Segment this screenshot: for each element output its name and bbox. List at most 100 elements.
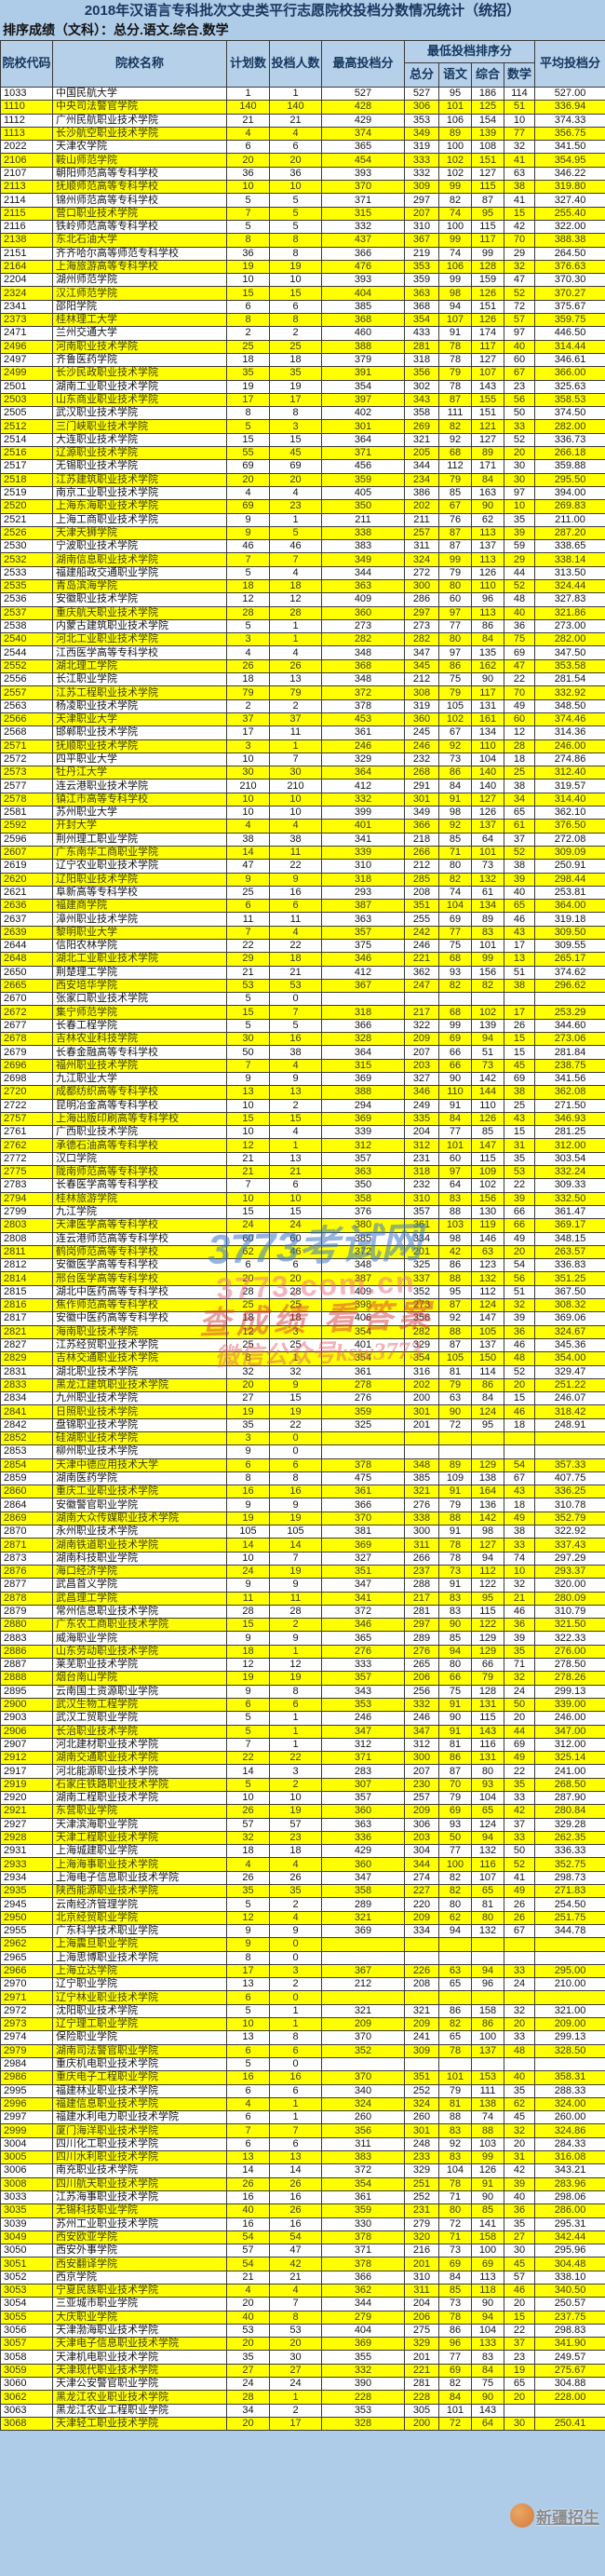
cell-name: 四川航天职业技术学院	[52, 2176, 227, 2191]
cell-total: 231	[404, 2203, 439, 2218]
cell-math	[503, 1444, 536, 1459]
table-row: 1110 中央司法警官学院 140 140 428 306 101 125 51 336.94	[0, 100, 605, 115]
table-row: 2831 湖北职业技术学院 32 32 361 316 81 114 52 329.47	[0, 1364, 605, 1379]
cell-code: 2696	[0, 1058, 53, 1073]
cell-code: 2906	[0, 1724, 53, 1739]
cell-comprehensive: 91	[471, 2176, 504, 2191]
cell-total: 255	[404, 912, 439, 927]
cell-cast: 1	[269, 2390, 322, 2405]
cell-plan: 21	[226, 113, 270, 128]
cell-max: 333	[321, 1658, 405, 1673]
cell-comprehensive: 96	[471, 1977, 504, 1992]
cell-code: 3008	[0, 2176, 53, 2191]
table-row: 2996 福建信息职业技术学院 4 1 324 324 81 138 62 324.00	[0, 2096, 605, 2112]
cell-math: 12	[503, 725, 536, 740]
cell-plan: 16	[226, 1485, 270, 1499]
corner-watermark-text: 新疆招生	[536, 2508, 599, 2527]
table-row: 2535 青岛滨海学院 18 18 363 300 80 110 52 324.44	[0, 578, 605, 594]
cell-math: 48	[503, 2043, 536, 2058]
table-row: 2986 重庆电子工程职业学院 16 16 370 351 101 153 40 358.31	[0, 2070, 605, 2085]
cell-cast: 8	[269, 2310, 322, 2325]
table-row: 2521 上海工商职业技术学院 9 1 211 211 76 62 35 211.00	[0, 512, 605, 527]
cell-code: 2592	[0, 819, 53, 834]
cell-avg: 309.33	[534, 1178, 605, 1193]
cell-chinese: 92	[438, 2136, 472, 2152]
cell-comprehensive: 139	[471, 1018, 504, 1034]
cell-name: 九江职业大学	[52, 1071, 227, 1087]
cell-comprehensive: 115	[471, 1711, 504, 1726]
cell-chinese: 78	[438, 2310, 472, 2325]
cell-name: 邵阳学院	[52, 299, 227, 315]
cell-max: 347	[321, 1724, 405, 1739]
cell-avg: 321.50	[534, 1618, 605, 1633]
cell-chinese	[438, 1937, 472, 1952]
cell-math: 33	[503, 419, 536, 434]
cell-code: 2678	[0, 1032, 53, 1047]
cell-math: 17	[503, 938, 536, 954]
cell-plan: 69	[226, 499, 270, 514]
cell-chinese: 68	[438, 952, 472, 967]
cell-code: 2794	[0, 1191, 53, 1206]
cell-avg: 342.44	[534, 2230, 605, 2245]
cell-code: 2471	[0, 326, 53, 341]
cell-chinese: 83	[438, 1191, 472, 1206]
cell-cast: 9	[269, 1578, 322, 1593]
table-row: 2722 昆明冶金高等专科学校 10 2 294 249 91 110 25 271.50	[0, 1098, 605, 1113]
cell-plan: 4	[226, 819, 270, 834]
cell-comprehensive: 75	[471, 2377, 504, 2392]
cell-code: 2900	[0, 1697, 53, 1713]
cell-code: 2860	[0, 1485, 53, 1499]
cell-plan: 20	[226, 153, 270, 168]
table-row: 2950 北京经贸职业学院 12 4 321 209 62 80 26 251.75	[0, 1910, 605, 1925]
cell-code: 2537	[0, 605, 53, 620]
table-row: 3050 西安外事学院 57 47 371 216 73 100 30 295.96	[0, 2244, 605, 2258]
cell-chinese: 94	[438, 299, 472, 315]
cell-cast: 53	[269, 978, 322, 994]
cell-comprehensive: 126	[471, 313, 504, 328]
cell-code: 2834	[0, 1391, 53, 1406]
cell-comprehensive: 124	[471, 1298, 504, 1313]
table-row: 3051 西安翻译学院 54 42 378 201 69 69 45 304.48	[0, 2257, 605, 2271]
cell-plan: 19	[226, 1404, 270, 1419]
cell-plan: 30	[226, 766, 270, 780]
table-row: 2678 吉林农业科技学院 30 16 328 209 69 94 15 273.06	[0, 1032, 605, 1047]
cell-math	[503, 1950, 536, 1965]
cell-total: 257	[404, 1790, 439, 1806]
cell-avg: 209.00	[534, 2017, 605, 2032]
cell-cast: 20	[269, 1271, 322, 1286]
cell-chinese: 75	[438, 938, 472, 954]
cell-math: 15	[503, 1125, 536, 1140]
cell-code: 3004	[0, 2136, 53, 2152]
cell-plan: 3	[226, 632, 270, 647]
cell-chinese: 73	[438, 752, 472, 767]
cell-math	[503, 1430, 536, 1446]
cell-max: 357	[321, 1671, 405, 1686]
cell-avg: 278.26	[534, 1671, 605, 1686]
cell-comprehensive: 113	[471, 552, 504, 567]
cell-math: 38	[503, 1525, 536, 1539]
cell-chinese: 64	[438, 1178, 472, 1193]
cell-total: 318	[404, 1165, 439, 1180]
cell-code: 2552	[0, 658, 53, 674]
cell-chinese: 91	[438, 792, 472, 807]
table-row: 2519 南京工业职业技术学院 4 4 405 386 85 163 97 394.00	[0, 485, 605, 501]
cell-chinese: 67	[438, 499, 472, 514]
cell-max: 356	[321, 2123, 405, 2138]
cell-chinese: 106	[438, 113, 472, 128]
cell-code: 2540	[0, 632, 53, 647]
cell-name: 天津公安警官职业学院	[52, 2377, 227, 2392]
cell-plan: 26	[226, 658, 270, 674]
cell-plan: 32	[226, 1830, 270, 1846]
cell-plan: 12	[226, 1910, 270, 1925]
table-row: 2811 鹤岗师范高等专科学校 62 46 372 201 42 63 20 263.57	[0, 1244, 605, 1260]
cell-max: 260	[321, 2110, 405, 2125]
cell-code: 2859	[0, 1471, 53, 1486]
cell-avg: 336.94	[534, 100, 605, 115]
cell-chinese: 85	[438, 832, 472, 847]
table-row: 2107 朝阳师范高等专科学校 36 36 393 332 102 127 63 346.22	[0, 166, 605, 182]
cell-comprehensive: 83	[471, 925, 504, 941]
cell-chinese	[438, 992, 472, 1007]
cell-total: 338	[404, 1511, 439, 1526]
table-row: 2568 邯郸职业技术学院 17 11 361 245 67 134 12 314.36	[0, 725, 605, 740]
cell-max: 315	[321, 206, 405, 221]
